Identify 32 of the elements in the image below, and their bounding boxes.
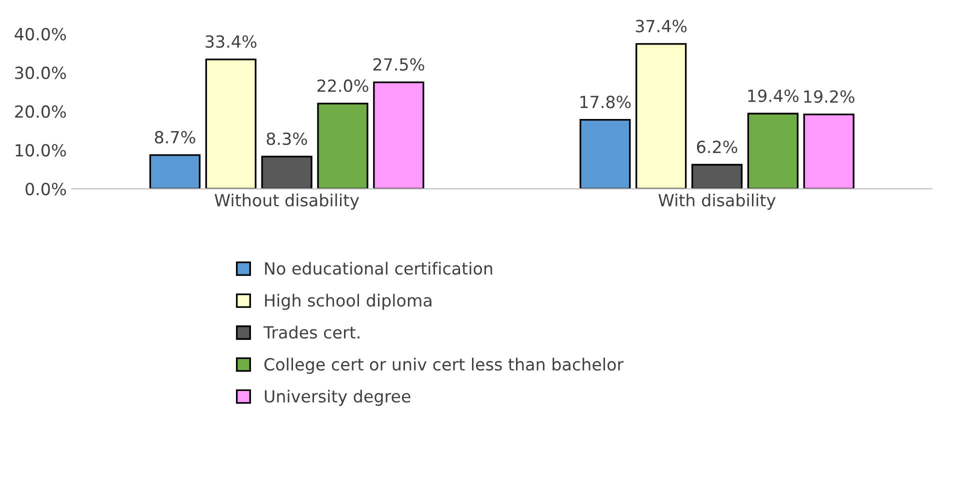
y-tick-label: 40.0% [14,28,66,40]
bar [373,81,424,189]
legend-label: College cert or univ cert less than bachelor [264,358,624,374]
bar [205,58,256,189]
data-label: 6.2% [696,140,738,154]
data-label: 8.7% [154,130,196,144]
legend-label: No educational certification [265,262,492,275]
data-label: 22.0% [317,79,368,92]
bar [803,114,854,189]
bar [747,112,798,189]
x-tick-label: With disability [658,194,776,210]
data-label: 33.4% [206,35,256,48]
y-tick-label: 30.0% [15,66,66,80]
legend-label: High school diploma [265,294,432,310]
data-label: 19.2% [804,90,854,103]
y-tick-label: 20.0% [15,105,66,118]
data-label: 27.5% [373,58,424,71]
bar [580,119,631,189]
legend-label: Trades cert. [263,326,360,339]
data-label: 17.8% [580,96,631,108]
y-tick-label: 0.0% [26,182,66,196]
y-tick-label: 10.0% [16,144,66,157]
bar [636,43,687,189]
bar [149,154,201,189]
legend-label: University degree [264,390,410,406]
x-tick-label: Without disability [214,194,360,210]
data-label: 37.4% [636,20,687,32]
data-label: 8.3% [266,132,308,146]
data-label: 19.4% [748,89,798,102]
bar [691,164,743,189]
bar [317,102,368,189]
bar [261,156,312,189]
